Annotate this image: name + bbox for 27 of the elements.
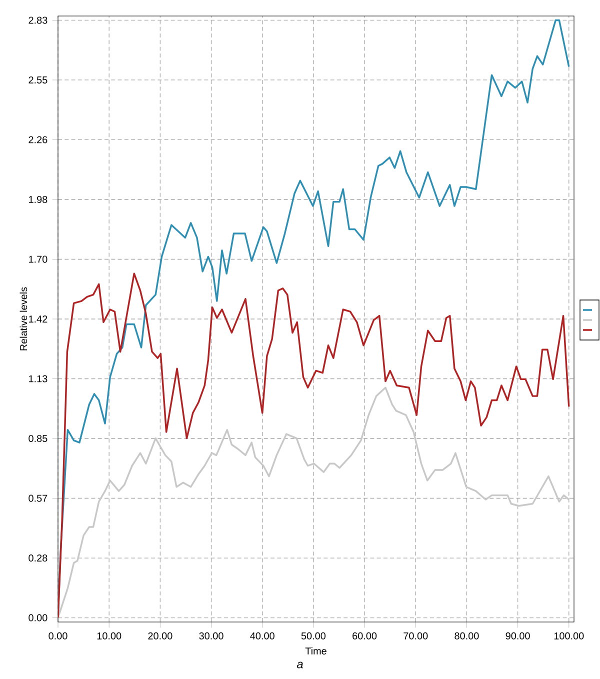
x-tick-label: 50.00: [301, 632, 326, 640]
y-tick-label: 0.85: [28, 434, 48, 442]
y-tick-label: 1.42: [28, 316, 48, 322]
y-tick-label: 0.00: [28, 614, 48, 622]
y-tick-label: 1.70: [28, 256, 48, 263]
y-tick-label: 0.28: [28, 554, 48, 562]
y-tick-label: 2.26: [28, 136, 48, 144]
x-tick-label: 60.00: [352, 632, 377, 640]
x-axis-title: Time: [305, 647, 326, 655]
y-tick-label: 1.13: [28, 375, 48, 382]
x-tick-label: 0.00: [48, 632, 68, 640]
x-tick-label: 100.00: [554, 632, 584, 640]
y-tick-label: 1.98: [28, 196, 48, 204]
x-tick-label: 10.00: [97, 632, 122, 640]
y-tick-label: 2.55: [28, 76, 48, 84]
x-tick-label: 20.00: [148, 632, 172, 640]
y-tick-label: 0.57: [28, 494, 48, 502]
y-tick-label: 2.83: [28, 16, 48, 24]
line-series: [58, 386, 570, 619]
x-tick-label: 40.00: [250, 632, 274, 640]
x-tick-label: 80.00: [454, 632, 479, 640]
y-axis-title: Relative levels: [20, 287, 28, 350]
line-series: [58, 272, 570, 619]
text: a: [296, 662, 303, 668]
x-tick-label: 70.00: [404, 632, 428, 640]
x-tick-label: 90.00: [506, 632, 530, 640]
x-tick-label: 30.00: [199, 632, 224, 640]
